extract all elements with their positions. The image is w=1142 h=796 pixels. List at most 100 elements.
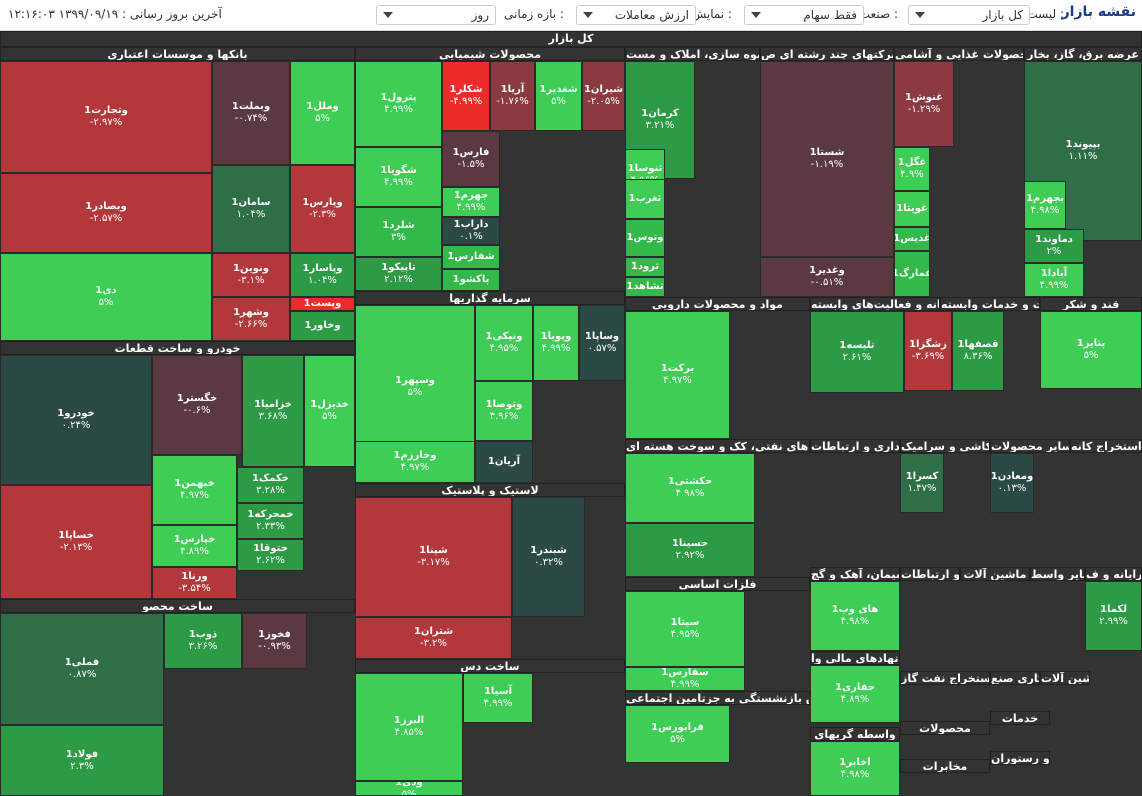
stock-tile[interactable]: وپاسار1 ۱.۰۴% <box>290 253 355 297</box>
sector-header[interactable]: مخابرات <box>900 759 990 773</box>
stock-tile[interactable]: غدیس1 <box>894 227 930 251</box>
sector-header[interactable]: رایانه و ف <box>1085 567 1142 581</box>
sector-header[interactable]: محصولات شیمیایی <box>355 47 625 61</box>
stock-tile[interactable]: شیران1 -۲.۰۵% <box>582 61 625 131</box>
display-select[interactable]: ارزش معاملات <box>576 5 696 25</box>
stock-tile[interactable]: شپنا1 -۳.۱۷% <box>355 497 512 617</box>
list-select[interactable]: کل بازار <box>908 5 1030 25</box>
sector-header[interactable]: استخراج کانه <box>1070 439 1142 453</box>
stock-tile[interactable]: وتوصا1 ۴.۹۶% <box>475 381 533 441</box>
stock-tile[interactable]: البرز1 ۴.۸۵% <box>355 673 463 781</box>
stock-tile[interactable]: پتایر1 ۵% <box>1040 311 1142 389</box>
sector-header[interactable]: سایر واسط <box>1030 567 1085 581</box>
stock-tile[interactable]: ختوقا1 ۲.۶۲% <box>237 539 304 571</box>
stock-tile[interactable]: آریان1 <box>475 441 533 483</box>
stock-tile[interactable]: ودی1 ۵% <box>355 781 463 796</box>
stock-tile[interactable]: وبصادر1 -۲.۵۷% <box>0 173 212 253</box>
stock-tile[interactable]: خمحرکه1 ۲.۳۳% <box>237 503 304 539</box>
stock-tile[interactable]: سامان1 ۱.۰۴% <box>212 165 290 253</box>
stock-tile[interactable]: فارس1 -۱.۵% <box>442 131 500 187</box>
stock-tile[interactable]: آبادا1 ۴.۹۹% <box>1024 263 1084 297</box>
sector-header[interactable]: ماشین آلات <box>1040 671 1090 685</box>
stock-tile[interactable]: فخوز1 -۰.۹۳% <box>242 613 307 669</box>
sector-header[interactable]: انبوه سازی، املاک و مست <box>625 47 760 61</box>
stock-tile[interactable]: شغدیر1 ۵% <box>535 61 582 131</box>
stock-tile[interactable]: زشگزا1 -۳.۶۹% <box>904 311 952 391</box>
stock-tile[interactable]: لکما1 ۲.۹۹% <box>1085 581 1142 651</box>
stock-tile[interactable]: خودرو1 ۰.۲۴% <box>0 355 152 485</box>
stock-tile[interactable]: وبملت1 -۰.۷۴% <box>212 61 290 165</box>
stock-tile[interactable]: پترول1 ۴.۹۹% <box>355 61 442 147</box>
stock-tile[interactable]: وملل1 ۵% <box>290 61 355 165</box>
stock-tile[interactable]: سیتا1 ۴.۹۵% <box>625 591 745 667</box>
stock-tile[interactable]: ثغرب1 <box>625 179 665 219</box>
stock-tile[interactable]: تلیسه1 ۲.۶۱% <box>810 311 904 393</box>
stock-tile[interactable]: شستا1 -۱.۱۹% <box>760 61 894 257</box>
stock-tile[interactable]: اخابر1 ۴.۹۸% <box>810 741 900 796</box>
stock-tile[interactable]: خپارس1 ۴.۸۹% <box>152 525 237 567</box>
stock-tile[interactable]: سفارس1 ۴.۹۹% <box>625 667 745 691</box>
stock-tile[interactable]: ونیکی1 ۴.۹۵% <box>475 305 533 381</box>
stock-tile[interactable]: جهرم1 ۴.۹۹% <box>442 187 500 217</box>
stock-tile[interactable]: پاکشو1 <box>442 269 500 291</box>
stock-tile[interactable]: دماوند1 ۲% <box>1024 229 1084 263</box>
stock-tile[interactable]: وتوس1 <box>625 219 665 257</box>
sector-header[interactable]: بیمه وصندوق بازنشستگی به جزتامین اجتماعی <box>625 691 810 705</box>
stock-tile[interactable]: حفاری1 ۴.۸۹% <box>810 665 900 723</box>
sector-header[interactable]: خودرو و ساخت قطعات <box>0 341 355 355</box>
stock-tile[interactable]: داراب1 ۰.۱% <box>442 217 500 245</box>
stock-tile[interactable]: وتجارت1 -۲.۹۷% <box>0 61 212 173</box>
sector-header[interactable]: ماشین آلات <box>960 567 1030 581</box>
sector-header[interactable]: لاستیک و پلاستیک <box>355 483 625 497</box>
sector-header[interactable]: سایر محصولات <box>990 439 1070 453</box>
sector-header[interactable]: حمل ونقل، انبارداری و ارتباطات <box>810 439 900 453</box>
stock-tile[interactable]: وپویا1 ۴.۹۹% <box>533 305 579 381</box>
sector-header[interactable]: اطلاعات و ارتباطات <box>900 567 960 581</box>
stock-tile[interactable]: وشهر1 -۲.۶۶% <box>212 297 290 341</box>
stock-tile[interactable]: وخارزم1 ۴.۹۷% <box>355 441 475 483</box>
sector-header[interactable]: فراورده های نفتی، کک و سوخت هسته ای <box>625 439 810 453</box>
sector-header[interactable]: بانکها و موسسات اعتباری <box>0 47 355 61</box>
stock-tile[interactable]: ومعادن1 ۰.۱۳% <box>990 453 1034 513</box>
stock-tile[interactable]: حکشتی1 ۴.۹۸% <box>625 453 755 523</box>
sector-header[interactable]: سرمایه گذاریها <box>355 291 625 305</box>
stock-tile[interactable]: غگل1 ۴.۹% <box>894 147 930 191</box>
stock-tile[interactable]: شکلر1 -۴.۹۹% <box>442 61 490 131</box>
stock-tile[interactable]: ذوب1 ۳.۲۶% <box>164 613 242 669</box>
stock-tile[interactable]: آسیا1 ۴.۹۹% <box>463 673 533 723</box>
stock-tile[interactable]: غنوش1 -۱.۲۹% <box>894 61 954 147</box>
sector-header[interactable]: هتل و رستوران <box>990 751 1050 765</box>
sector-header[interactable]: خدمات <box>990 711 1050 725</box>
stock-tile[interactable]: کسرا1 ۱.۴۷% <box>900 453 944 513</box>
industry-select[interactable]: فقط سهام <box>744 5 864 25</box>
sector-header[interactable]: فلزات اساسی <box>625 577 810 591</box>
sector-header[interactable]: فعالیتهای کمکی به نهادهای مالی وا <box>810 651 900 665</box>
stock-tile[interactable]: فملی1 ۰.۸۷% <box>0 613 164 725</box>
stock-tile[interactable]: تاپیکو1 ۲.۱۲% <box>355 257 442 291</box>
sector-header[interactable]: ساخت محصو <box>0 599 355 613</box>
stock-tile[interactable]: وساپا1 ۰.۵۷% <box>579 305 625 381</box>
stock-tile[interactable]: قصفها1 ۸.۳۶% <box>952 311 1004 391</box>
sector-header[interactable]: استخراج نفت گاز <box>900 671 990 685</box>
sector-header[interactable]: کاشی و سرامیک <box>900 439 990 453</box>
stock-tile[interactable]: خبهمن1 ۴.۹۷% <box>152 455 237 525</box>
stock-tile[interactable]: فرابورس1 ۵% <box>625 705 730 763</box>
stock-tile[interactable]: شبندر1 ۰.۳۲% <box>512 497 585 617</box>
stock-tile[interactable]: غمارگ1 <box>894 251 930 297</box>
sector-header[interactable]: محصولات <box>900 721 990 735</box>
stock-tile[interactable]: شتران1 -۳.۲% <box>355 617 512 659</box>
stock-tile[interactable]: خزامیا1 ۳.۶۸% <box>242 355 304 467</box>
sector-header[interactable]: رایانه و فعالیت‌های وابسته <box>810 297 940 311</box>
sector-header[interactable]: قند و شکر <box>1040 297 1142 311</box>
stock-tile[interactable]: های وب1 ۴.۹۸% <box>810 581 900 651</box>
stock-tile[interactable]: آریا1 -۱.۷۶% <box>490 61 535 131</box>
stock-tile[interactable]: فولاد1 ۲.۳% <box>0 725 164 796</box>
stock-tile[interactable]: وخاور1 <box>290 311 355 341</box>
sector-header[interactable]: مواد و محصولات دارویی <box>625 297 810 311</box>
stock-tile[interactable]: شفارس1 <box>442 245 500 269</box>
sector-header[interactable]: محصولات غذایی و آشامی <box>894 47 1024 61</box>
stock-tile[interactable]: ورنا1 -۳.۵۴% <box>152 567 237 599</box>
sector-header[interactable]: ساخت دس <box>355 659 625 673</box>
stock-tile[interactable]: شلرد1 ۳% <box>355 207 442 257</box>
stock-tile[interactable]: ونوین1 -۳.۱% <box>212 253 290 297</box>
